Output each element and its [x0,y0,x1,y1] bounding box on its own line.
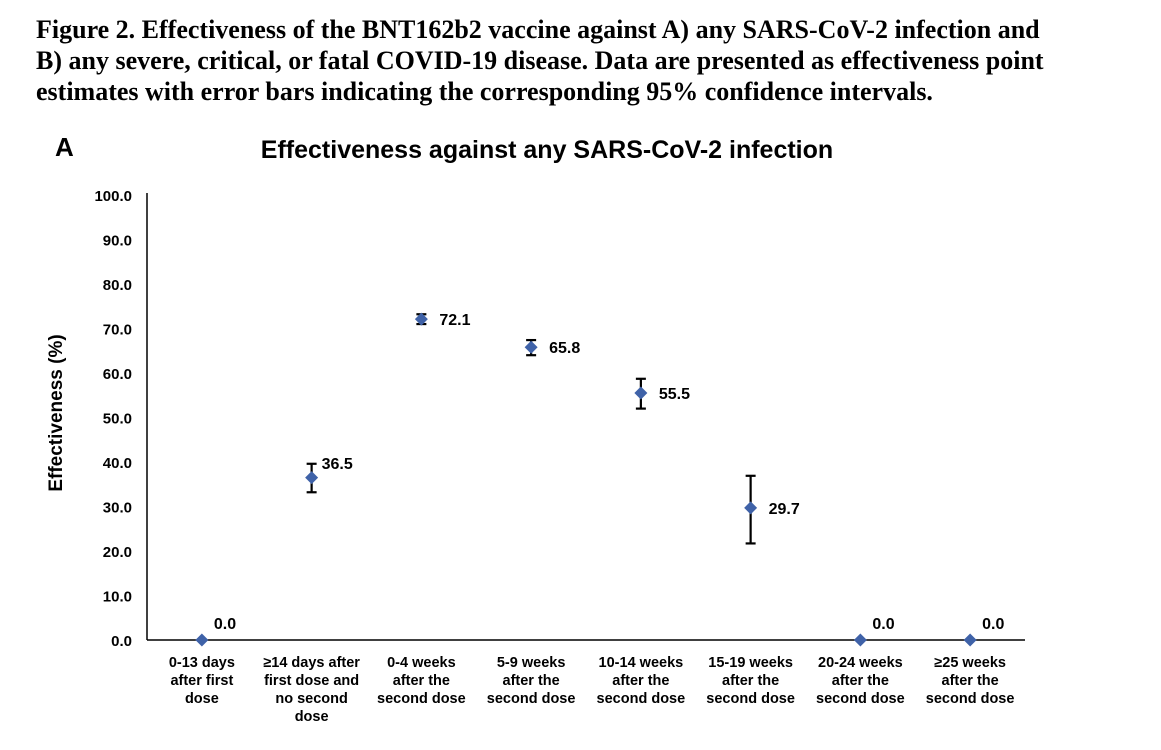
data-point [195,633,209,647]
x-tick-label: 0-4 weeks after the second dose [377,655,466,707]
x-tick-label-line: 0-13 days [169,655,235,671]
axes [146,193,1025,641]
x-tick-label-line: after the [503,673,560,689]
data-point [305,471,319,485]
y-tick-label: 20.0 [103,544,132,561]
y-tick-label: 30.0 [103,500,132,517]
y-tick-label: 90.0 [103,233,132,250]
x-tick-label-line: after first [170,673,233,689]
x-tick-label-line: 20-24 weeks [818,655,903,671]
x-tick-label-line: after the [722,673,779,689]
x-tick-label-line: dose [185,691,219,707]
data-point [414,312,428,326]
data-label: 0.0 [214,616,236,633]
x-tick-label-line: second dose [706,691,795,707]
x-tick-label-line: second dose [597,691,686,707]
x-tick-label-line: after the [393,673,450,689]
x-tick-label-line: 5-9 weeks [497,655,566,671]
data-label: 29.7 [769,501,800,518]
x-tick-label-line: second dose [377,691,466,707]
y-tick-label: 100.0 [94,188,132,205]
y-tick-label: 40.0 [103,455,132,472]
data-label: 72.1 [439,312,470,329]
x-tick-label: ≥14 days after first dose and no second dos… [263,655,360,725]
data-labels: 0.0 36.5 72.1 65.8 55.5 29.7 0.0 0.0 [214,312,1005,633]
x-tick-label-line: ≥25 weeks [934,655,1006,671]
data-point [853,633,867,647]
data-label: 0.0 [982,616,1004,633]
effectiveness-chart: A Effectiveness against any SARS-CoV-2 i… [46,132,1025,725]
caption-line-2: B) any severe, critical, or fatal COVID-… [36,46,1044,75]
x-tick-label-line: second dose [926,691,1015,707]
chart-title: Effectiveness against any SARS-CoV-2 inf… [261,136,833,164]
data-label: 0.0 [872,616,894,633]
y-tick-label: 50.0 [103,411,132,428]
x-tick-label: 15-19 weeks after the second dose [706,655,795,707]
y-tick-label: 70.0 [103,322,132,339]
data-point [744,501,758,515]
y-axis-label: Effectiveness (%) [46,334,67,491]
y-tick-label: 0.0 [111,633,132,650]
x-tick-label-line: dose [295,709,329,725]
x-tick-label-line: second dose [487,691,576,707]
x-tick-label-line: ≥14 days after [263,655,360,671]
panel-letter: A [55,132,74,162]
x-axis-ticks: 0-13 days after first dose ≥14 days after fi… [169,655,1015,725]
y-tick-label: 10.0 [103,589,132,606]
x-tick-label-line: 0-4 weeks [387,655,456,671]
x-tick-label-line: 15-19 weeks [708,655,793,671]
x-tick-label-line: after the [942,673,999,689]
y-tick-label: 60.0 [103,366,132,383]
x-tick-label-line: no second [275,691,348,707]
x-tick-label-line: after the [612,673,669,689]
data-point [634,386,648,400]
y-tick-label: 80.0 [103,277,132,294]
x-tick-label-line: 10-14 weeks [599,655,684,671]
data-point [524,340,538,354]
x-tick-label: 5-9 weeks after the second dose [487,655,576,707]
x-tick-label: ≥25 weeks after the second dose [926,655,1015,707]
x-tick-label-line: second dose [816,691,905,707]
x-tick-label: 10-14 weeks after the second dose [597,655,686,707]
y-axis-ticks: 0.0 10.0 20.0 30.0 40.0 50.0 60.0 70.0 80.0 90.0 1… [94,188,132,650]
x-tick-label: 0-13 days after first dose [169,655,235,707]
figure-caption: Figure 2. Effectiveness of the BNT162b2 … [36,14,1146,107]
data-label: 36.5 [322,456,353,473]
data-points [195,312,977,647]
x-tick-label-line: first dose and [264,673,359,689]
caption-line-1: Figure 2. Effectiveness of the BNT162b2 … [36,15,1040,44]
data-label: 65.8 [549,340,580,357]
data-point [963,633,977,647]
x-tick-label: 20-24 weeks after the second dose [816,655,905,707]
data-label: 55.5 [659,386,690,403]
x-tick-label-line: after the [832,673,889,689]
caption-line-3: estimates with error bars indicating the… [36,77,933,106]
chart-panel-a: A Effectiveness against any SARS-CoV-2 i… [0,118,1161,750]
